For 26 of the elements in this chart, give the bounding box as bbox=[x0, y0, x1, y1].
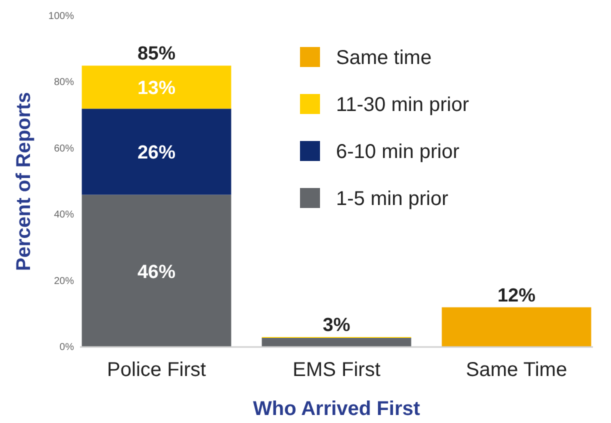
y-axis-title: Percent of Reports bbox=[13, 92, 35, 271]
bar bbox=[262, 338, 412, 347]
y-tick-label: 40% bbox=[54, 210, 74, 221]
y-tick-label: 0% bbox=[60, 342, 74, 353]
data-label: 46% bbox=[137, 262, 176, 283]
y-tick-label: 80% bbox=[54, 77, 74, 88]
legend-label: 11-30 min prior bbox=[336, 94, 470, 116]
data-label: 13% bbox=[137, 78, 176, 100]
total-label: 12% bbox=[497, 285, 536, 306]
data-label: 26% bbox=[137, 142, 176, 164]
y-tick-label: 20% bbox=[54, 276, 74, 287]
total-label: 85% bbox=[137, 44, 176, 65]
x-tick-label: EMS First bbox=[292, 359, 381, 381]
legend-label: Same time bbox=[336, 47, 432, 69]
legend-label: 6-10 min prior bbox=[336, 141, 460, 163]
total-label: 3% bbox=[322, 315, 350, 336]
y-tick-label: 60% bbox=[54, 143, 74, 154]
legend-label: 1-5 min prior bbox=[336, 188, 449, 210]
x-tick-label: Police First bbox=[107, 359, 206, 381]
bar bbox=[82, 108, 232, 195]
x-axis-title: Who Arrived First bbox=[252, 398, 420, 420]
x-tick-label: Same Time bbox=[466, 359, 568, 381]
bar bbox=[442, 307, 592, 347]
bar bbox=[82, 194, 232, 347]
bar bbox=[82, 66, 232, 109]
y-tick-label: 100% bbox=[48, 11, 74, 22]
